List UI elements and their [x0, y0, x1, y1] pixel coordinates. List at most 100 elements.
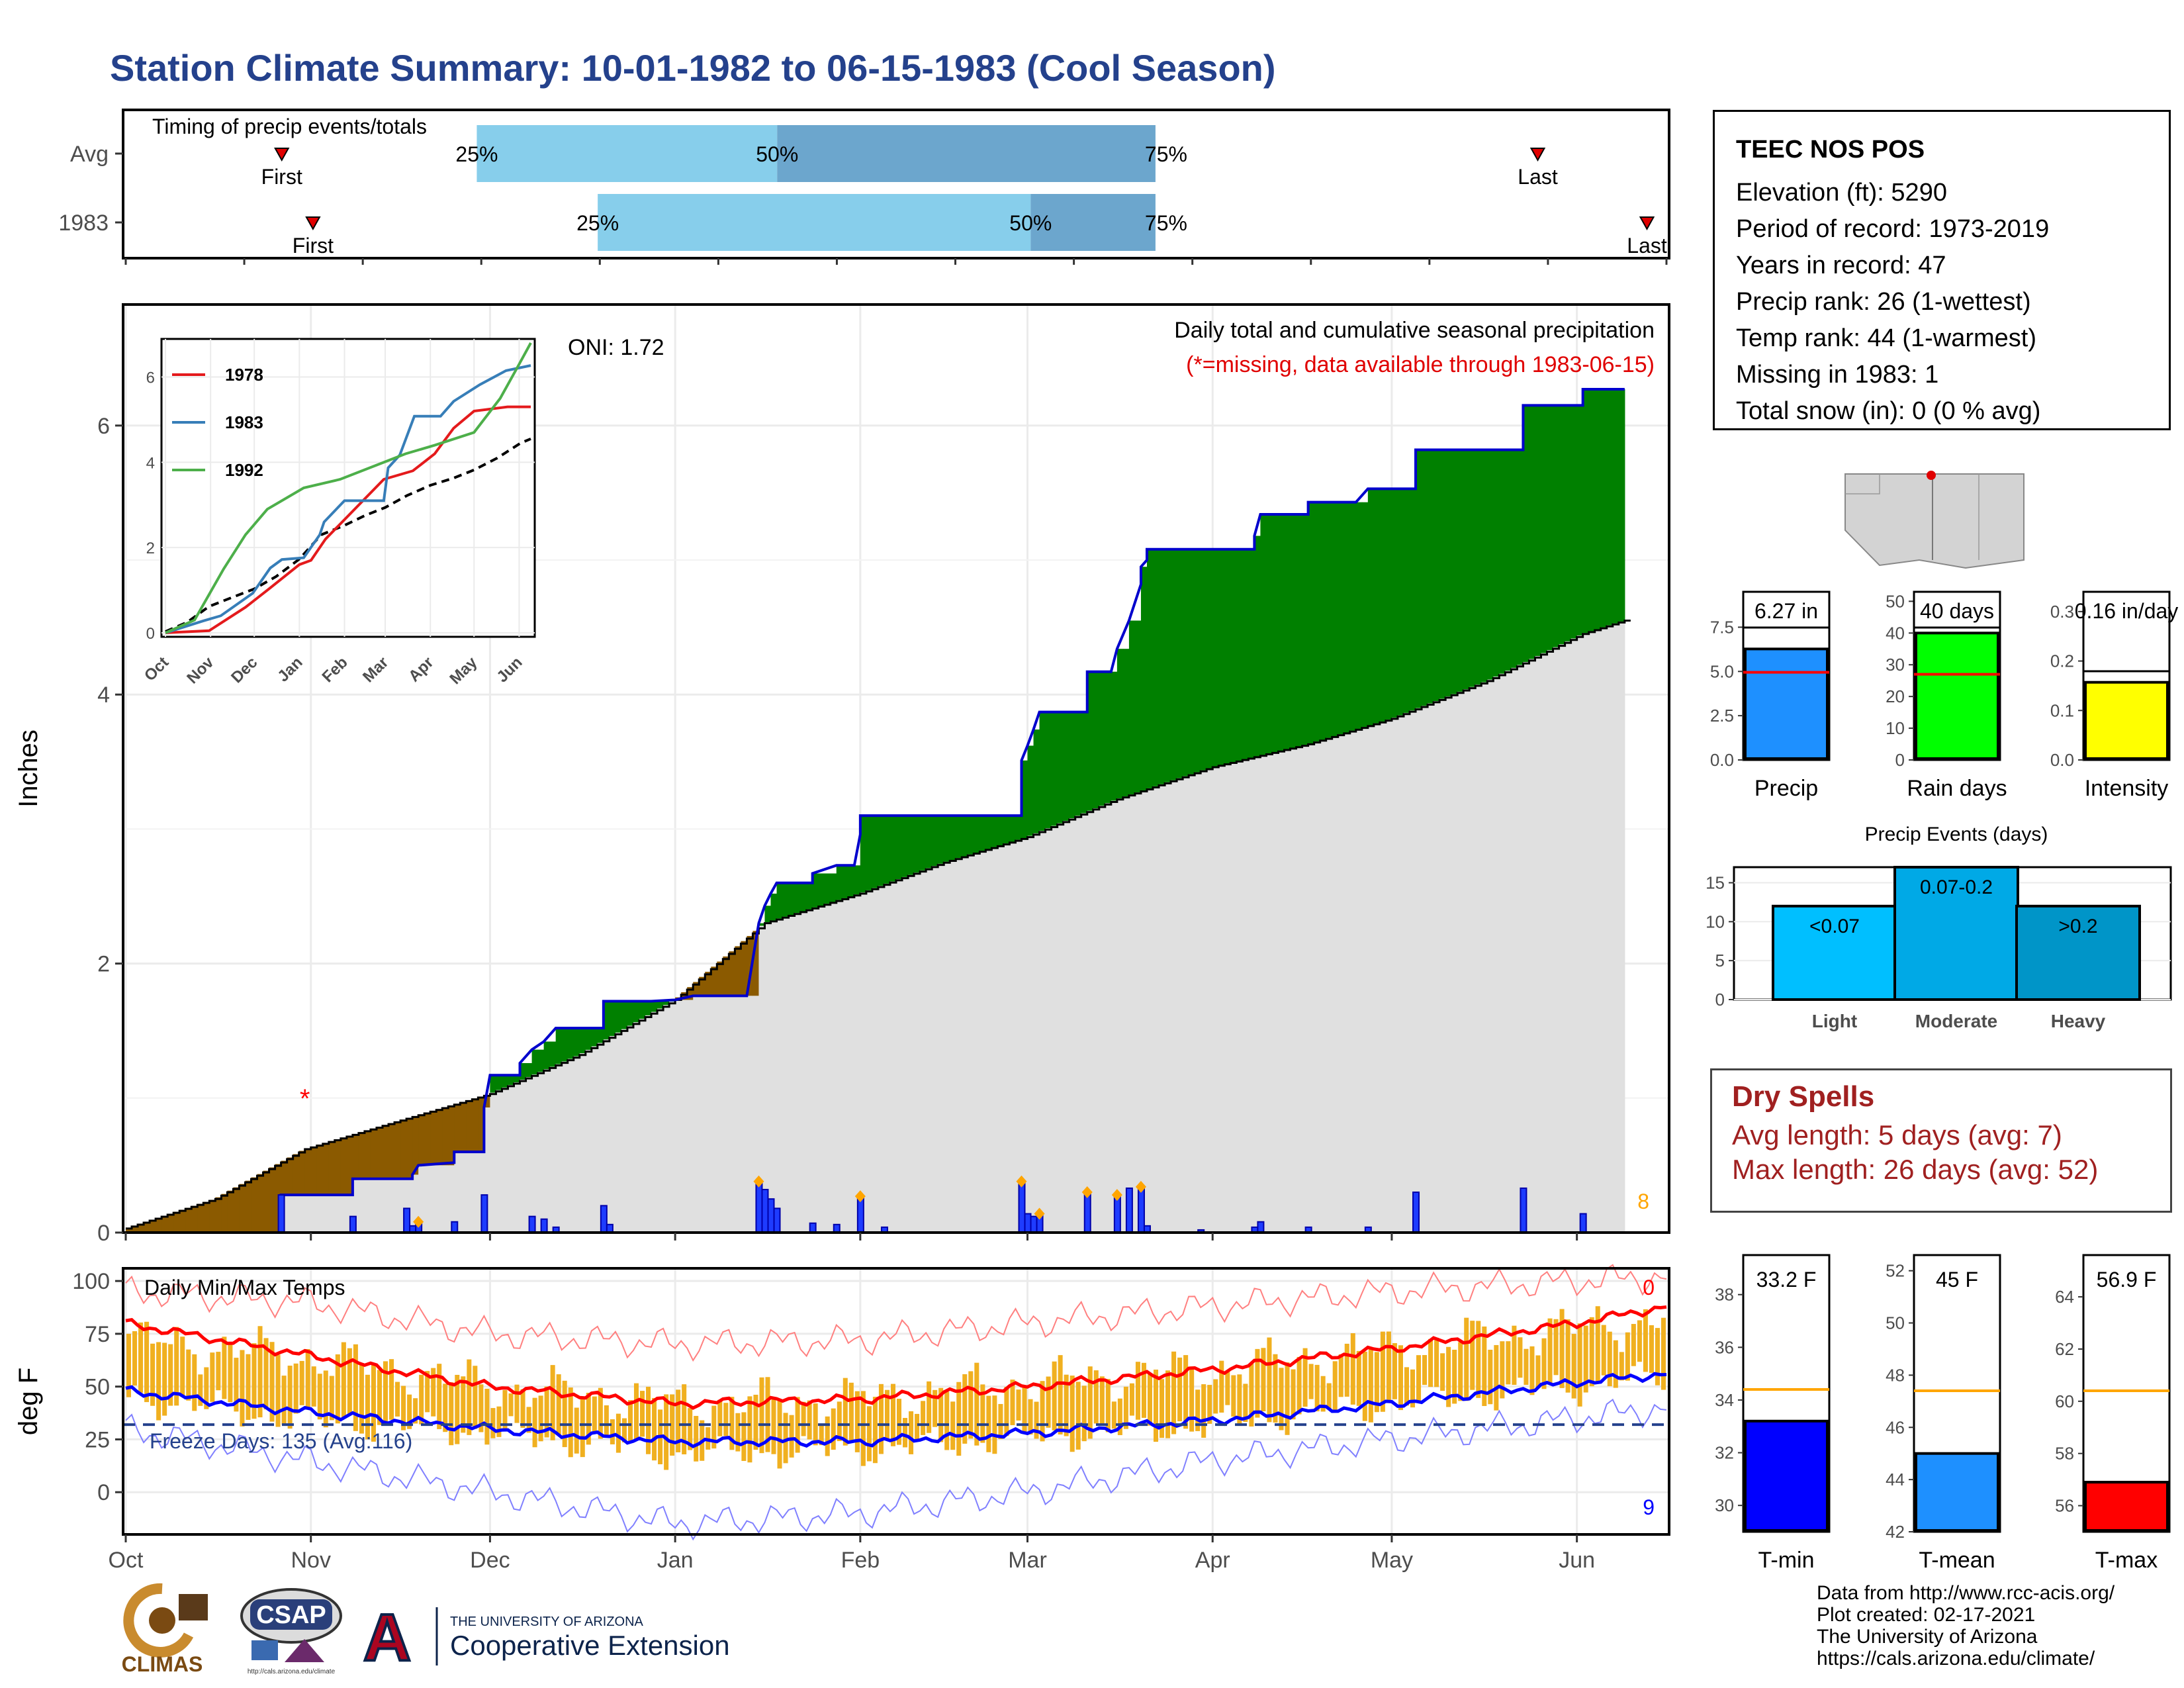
below-average-area: [364, 1130, 371, 1179]
average-area: [1218, 765, 1225, 1233]
daily-temp-bar: [1571, 1334, 1576, 1399]
average-area: [293, 1195, 300, 1233]
above-average-area: [1021, 760, 1028, 839]
daily-temp-bar: [1087, 1366, 1093, 1439]
above-average-area: [896, 816, 903, 880]
daily-temp-bar: [353, 1344, 358, 1431]
average-area: [1236, 761, 1243, 1233]
daily-temp-bar: [1529, 1346, 1535, 1395]
below-average-area: [705, 972, 711, 996]
daily-temp-bar: [1476, 1321, 1481, 1398]
mini-y-tick-label: 50: [1886, 591, 1905, 611]
average-area: [418, 1165, 425, 1233]
y-tick-label: 0: [97, 1221, 110, 1246]
above-average-area: [508, 1075, 515, 1085]
above-average-area: [985, 816, 992, 849]
daily-temp-bar: [872, 1397, 878, 1464]
daily-temp-bar: [884, 1389, 889, 1440]
daily-temp-bar: [1368, 1348, 1373, 1423]
average-area: [747, 996, 754, 1233]
average-area: [1242, 759, 1249, 1233]
above-average-area: [1606, 389, 1614, 626]
above-average-area: [1171, 549, 1177, 780]
daily-temp-bar: [1500, 1341, 1505, 1399]
y-axis-label: deg F: [14, 1368, 43, 1435]
daily-temp-bar: [132, 1331, 138, 1386]
daily-temp-bar: [1177, 1357, 1183, 1422]
above-average-area: [1146, 549, 1154, 788]
daily-temp-bar: [1362, 1351, 1367, 1421]
station-info-box: TEEC NOS POS Elevation (ft): 5290 Period…: [1713, 110, 2171, 430]
daily-temp-bar: [240, 1350, 245, 1427]
average-area: [1278, 751, 1285, 1233]
heavy-day-diamond: [1034, 1207, 1045, 1220]
below-average-area: [132, 1225, 138, 1233]
above-average-area: [597, 1028, 604, 1043]
average-area: [412, 1174, 419, 1233]
average-area: [508, 1084, 515, 1233]
daily-temp-bar: [1302, 1348, 1308, 1407]
timing-pct-label: 75%: [1145, 211, 1187, 235]
average-area: [1212, 766, 1219, 1233]
daily-temp-bar: [1034, 1401, 1039, 1439]
daily-temp-bar: [670, 1394, 675, 1456]
daily-temp-bar: [1655, 1328, 1660, 1385]
above-average-area: [1284, 514, 1291, 749]
average-cumulative-line: [126, 619, 1631, 1230]
daily-temp-bar: [520, 1389, 525, 1428]
daily-temp-bar: [909, 1411, 914, 1454]
daily-temp-bar: [1314, 1364, 1320, 1412]
mini-panel-category: T-mean: [1919, 1548, 1995, 1573]
average-area: [1045, 828, 1052, 1233]
above-average-area: [889, 816, 897, 882]
average-area: [298, 1195, 306, 1233]
above-average-area: [1505, 449, 1512, 671]
below-average-area: [245, 1180, 252, 1233]
average-area: [1481, 682, 1488, 1233]
above-average-area: [1212, 549, 1219, 767]
above-average-area: [585, 1028, 592, 1050]
below-average-area: [418, 1114, 425, 1166]
average-area: [304, 1195, 312, 1233]
daily-temp-bar: [933, 1389, 938, 1427]
daily-temp-bar: [1565, 1319, 1570, 1393]
mini-y-tick-label: 48: [1886, 1365, 1905, 1385]
average-area: [675, 1000, 682, 1233]
inset-series-line: [165, 405, 531, 634]
average-area: [705, 996, 711, 1233]
above-average-area: [938, 816, 944, 864]
average-area: [1177, 778, 1183, 1233]
mini-y-tick-label: 46: [1886, 1417, 1905, 1437]
daily-temp-bar: [484, 1388, 490, 1445]
daily-temp-bar: [1625, 1332, 1630, 1381]
above-average-area: [1499, 449, 1506, 674]
above-average-area: [591, 1028, 598, 1047]
daily-temp-bar: [783, 1413, 788, 1464]
first-marker: [274, 148, 290, 162]
daily-temp-bar: [1308, 1364, 1314, 1399]
average-area: [1128, 794, 1136, 1233]
events-y-tick-label: 5: [1715, 951, 1725, 970]
average-area: [430, 1165, 437, 1233]
above-average-area: [1416, 449, 1422, 708]
below-average-area: [352, 1133, 359, 1179]
x-tick-label: Mar: [1008, 1548, 1047, 1573]
daily-temp-bar: [502, 1390, 508, 1431]
average-area: [687, 1000, 694, 1233]
average-area: [1087, 810, 1094, 1233]
above-average-area: [1116, 649, 1124, 799]
above-average-area: [1206, 549, 1213, 769]
average-area: [770, 920, 778, 1233]
above-average-area: [1165, 549, 1171, 782]
above-average-area: [1565, 405, 1572, 641]
above-average-area: [1361, 502, 1369, 727]
mini-y-tick-label: 2.5: [1710, 706, 1734, 726]
daily-temp-bar: [1458, 1342, 1463, 1401]
average-area: [938, 863, 944, 1233]
average-area: [657, 1008, 664, 1233]
daily-temp-bar: [317, 1374, 322, 1420]
above-average-area: [645, 1001, 652, 1015]
above-average-area: [1128, 620, 1136, 795]
average-area: [1116, 798, 1124, 1233]
average-area: [621, 1029, 628, 1233]
